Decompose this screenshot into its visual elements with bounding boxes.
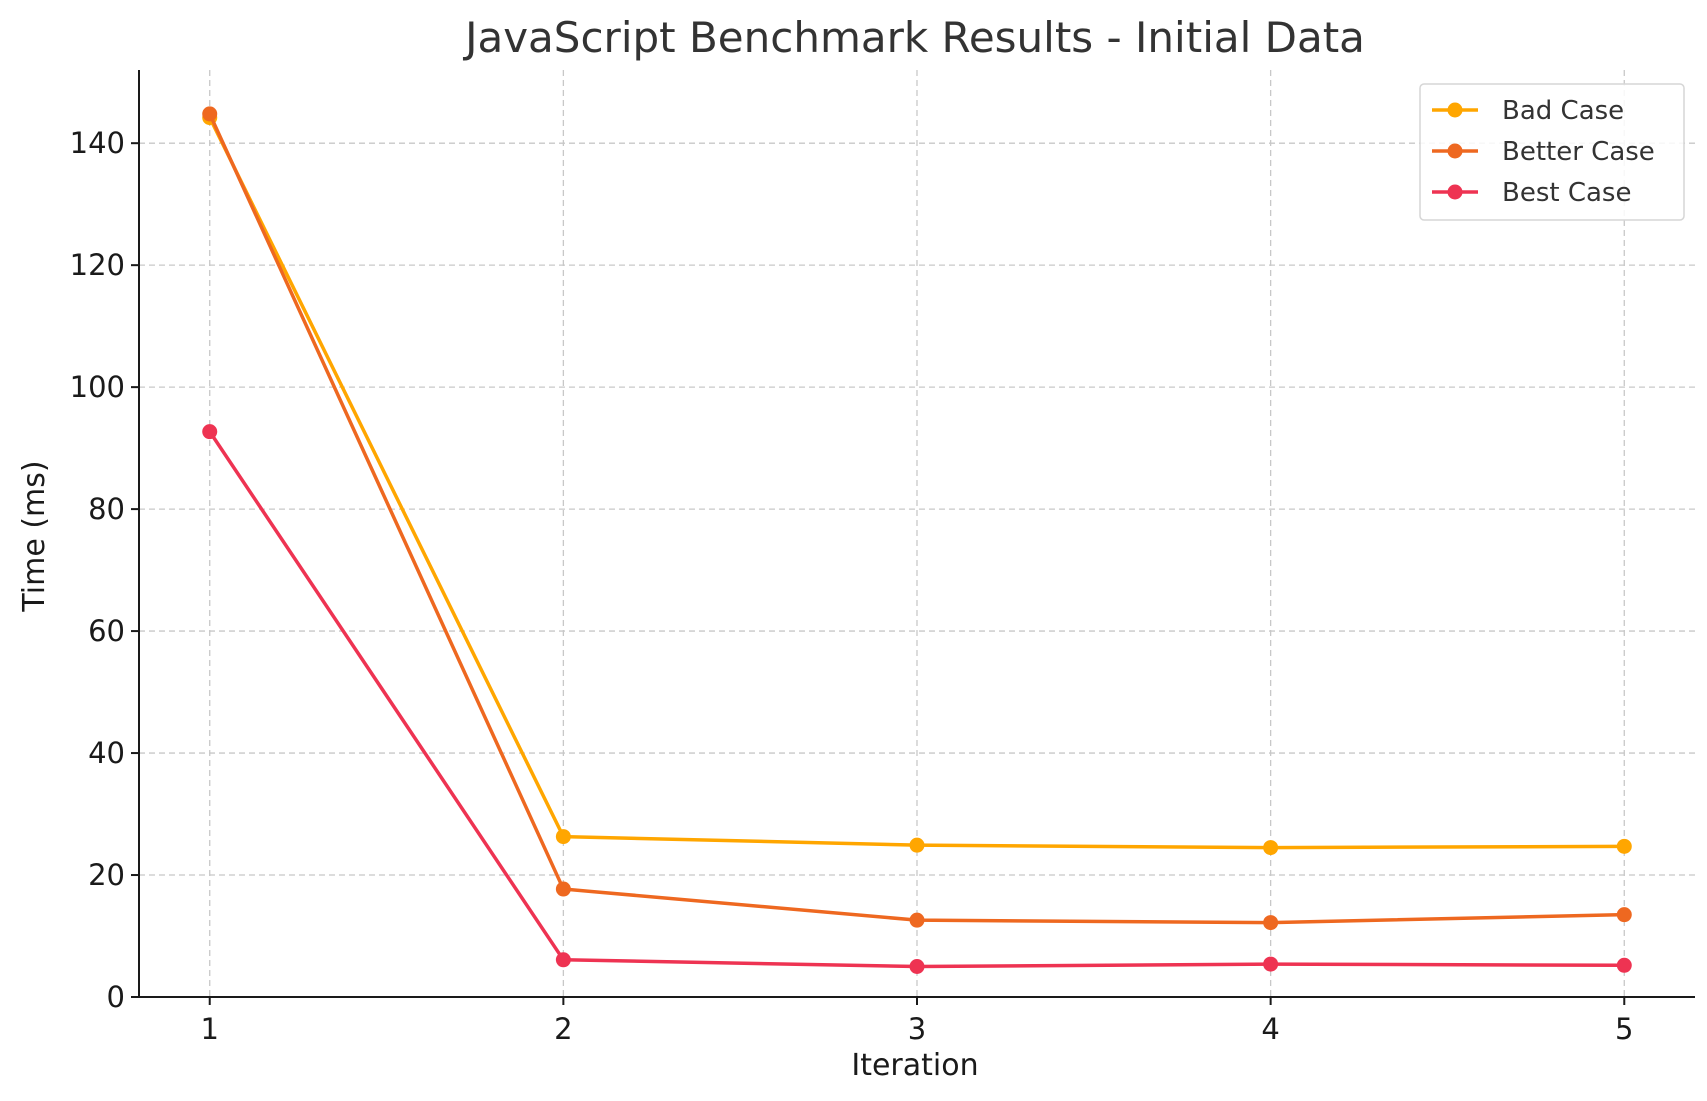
data-point bbox=[1616, 838, 1632, 854]
y-tick-label: 120 bbox=[70, 248, 125, 282]
legend: Bad Case Better Case Best Case bbox=[1419, 83, 1685, 221]
data-point bbox=[555, 952, 571, 968]
data-point bbox=[555, 881, 571, 897]
data-point bbox=[909, 837, 925, 853]
x-tick-label: 5 bbox=[1615, 1012, 1633, 1046]
series-plot-area bbox=[202, 106, 1632, 975]
y-tick-label: 0 bbox=[107, 980, 125, 1014]
y-axis-label: Time (ms) bbox=[17, 460, 52, 612]
data-point bbox=[202, 106, 218, 122]
x-tick-label: 4 bbox=[1261, 1012, 1279, 1046]
data-point bbox=[1616, 907, 1632, 923]
y-tick-label: 140 bbox=[70, 126, 125, 160]
data-point bbox=[555, 829, 571, 845]
y-tick-label: 20 bbox=[88, 858, 125, 892]
x-tick-label: 1 bbox=[201, 1012, 219, 1046]
tick-labels: 1 2 3 4 5 0 20 40 60 80 100 120 140 bbox=[70, 126, 1634, 1046]
legend-swatch-marker bbox=[1447, 143, 1463, 159]
y-tick-label: 100 bbox=[70, 370, 125, 404]
data-point bbox=[202, 424, 218, 440]
data-point bbox=[909, 912, 925, 928]
data-point bbox=[1263, 915, 1279, 931]
legend-box bbox=[1419, 83, 1685, 221]
x-tick-label: 2 bbox=[554, 1012, 572, 1046]
series-best-case bbox=[202, 424, 1632, 975]
legend-swatch-marker bbox=[1447, 102, 1463, 118]
x-tick-label: 3 bbox=[908, 1012, 926, 1046]
data-point bbox=[1263, 840, 1279, 856]
legend-swatch-marker bbox=[1447, 184, 1463, 200]
series-better-case bbox=[202, 106, 1632, 931]
data-point bbox=[1263, 956, 1279, 972]
legend-label: Better Case bbox=[1502, 137, 1655, 167]
legend-entry: Bad Case bbox=[1432, 96, 1624, 126]
y-tick-label: 60 bbox=[88, 614, 125, 648]
legend-label: Bad Case bbox=[1502, 96, 1624, 126]
data-point bbox=[1616, 957, 1632, 973]
y-tick-label: 80 bbox=[88, 492, 125, 526]
y-tick-label: 40 bbox=[88, 736, 125, 770]
chart-title: JavaScript Benchmark Results - Initial D… bbox=[462, 13, 1365, 62]
data-point bbox=[909, 959, 925, 975]
x-axis-label: Iteration bbox=[851, 1048, 978, 1083]
legend-entry: Better Case bbox=[1432, 137, 1655, 167]
legend-entry: Best Case bbox=[1432, 178, 1631, 208]
legend-label: Best Case bbox=[1502, 178, 1631, 208]
